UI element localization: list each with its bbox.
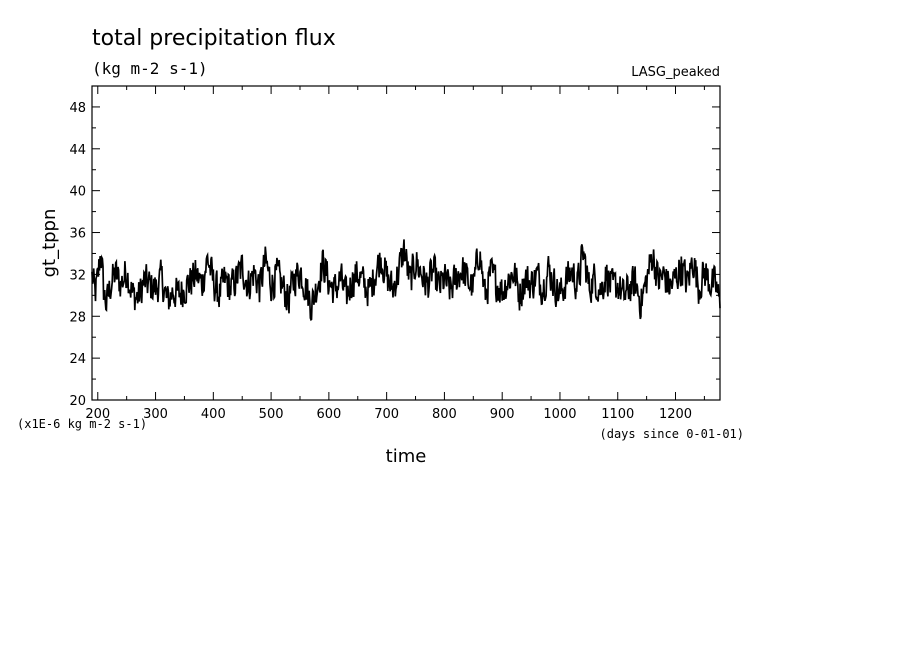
x-axis-label: time	[386, 446, 427, 467]
y-axis-label: gt_tppn	[39, 209, 60, 278]
chart-title: total precipitation flux	[92, 26, 336, 51]
series-line-gt-tppn	[91, 239, 721, 322]
y-tick-label: 44	[69, 143, 86, 158]
x-tick-label: 200	[85, 407, 110, 422]
y-tick-label: 20	[69, 394, 86, 409]
x-tick-label: 900	[490, 407, 515, 422]
x-units-label: (days since 0-01-01)	[600, 427, 745, 441]
x-tick-label: 800	[432, 407, 457, 422]
y-tick-label: 32	[69, 268, 86, 283]
x-tick-label: 600	[316, 407, 341, 422]
plot-frame	[91, 85, 721, 401]
x-tick-label: 1000	[543, 407, 576, 422]
axis-ticks: 20 24 28 32 36 40 44 48 200 300 400 500 600 700 800 900…	[69, 85, 720, 422]
y-tick-label: 36	[69, 227, 86, 242]
dataset-label: LASG_peaked	[631, 65, 720, 80]
x-tick-label: 700	[374, 407, 399, 422]
y-tick-label: 28	[69, 310, 86, 325]
x-tick-label: 500	[259, 407, 284, 422]
y-tick-label: 48	[69, 101, 86, 116]
x-tick-label: 300	[143, 407, 168, 422]
x-tick-label: 1200	[659, 407, 692, 422]
y-scale-label: (x1E-6 kg m-2 s-1)	[17, 417, 147, 431]
y-tick-label: 40	[69, 185, 86, 200]
chart-subtitle: (kg m-2 s-1)	[92, 59, 208, 78]
x-tick-label: 400	[201, 407, 226, 422]
y-tick-label: 24	[69, 352, 86, 367]
x-tick-label: 1100	[601, 407, 634, 422]
